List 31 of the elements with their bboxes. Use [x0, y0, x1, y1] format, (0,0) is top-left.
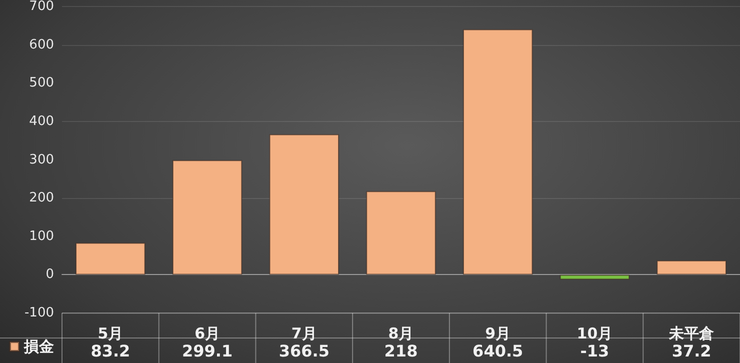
y-tick-label: 400 [29, 114, 54, 129]
data-label: -13 [580, 342, 610, 360]
y-tick-label: 300 [29, 152, 54, 168]
bar [656, 260, 726, 275]
bar [560, 274, 630, 280]
y-tick-label: 500 [29, 76, 54, 91]
bar [366, 191, 436, 275]
x-tick-label: 5月 [98, 324, 124, 342]
y-tick-label: 100 [29, 228, 54, 244]
data-label: 83.2 [90, 342, 130, 360]
y-tick-label: 600 [29, 37, 54, 52]
bar [172, 160, 242, 275]
x-tick-label: 6月 [194, 324, 220, 342]
data-label: 37.2 [672, 342, 712, 360]
x-tick-label: 10月 [576, 324, 613, 342]
data-label: 366.5 [278, 342, 330, 360]
data-label: 218 [384, 342, 418, 360]
x-tick-label: 8月 [388, 324, 414, 342]
data-label: 299.1 [182, 342, 233, 360]
data-label: 640.5 [472, 342, 524, 360]
bar [76, 242, 146, 275]
y-tick-label: 200 [29, 190, 54, 206]
y-tick-label: -100 [24, 306, 54, 320]
bar [269, 134, 340, 275]
y-tick-label: 0 [46, 267, 54, 282]
legend-label: 損金 [23, 338, 54, 356]
x-tick-label: 7月 [291, 324, 317, 342]
x-tick-label: 9月 [485, 324, 511, 342]
bar [462, 29, 533, 275]
x-tick-label: 未平倉 [668, 324, 716, 342]
y-tick-label: 700 [29, 0, 54, 14]
